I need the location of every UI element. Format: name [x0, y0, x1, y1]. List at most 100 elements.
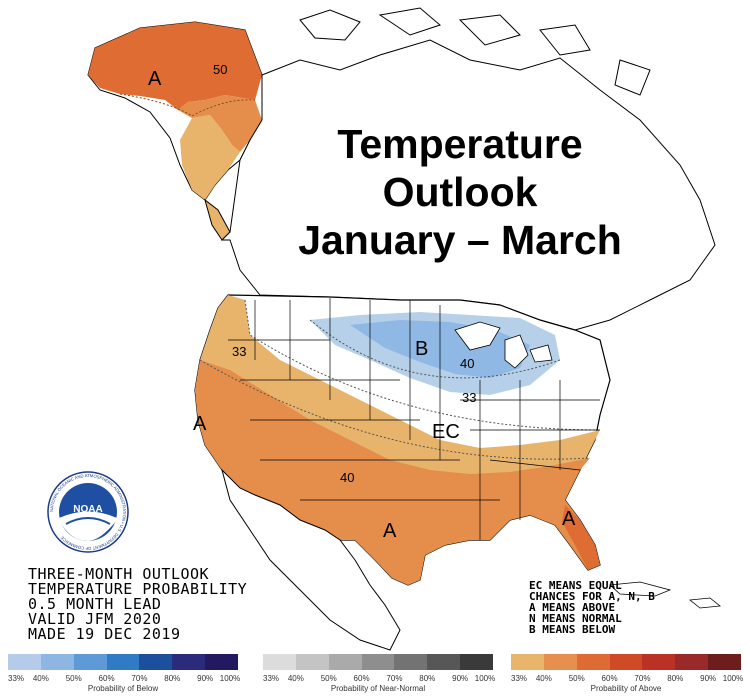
noaa-logo-text: NOAA [73, 504, 102, 515]
mexico-outline [221, 468, 401, 651]
legend-swatch [609, 654, 643, 670]
alaska-above-33 [180, 115, 240, 200]
contour-33-above [244, 299, 601, 431]
legend-title: Probability of Below [87, 684, 159, 693]
legend-tick-label: 100% [219, 674, 241, 683]
legend-tick-label: 40% [535, 674, 552, 683]
title-line: January – March [298, 217, 622, 263]
legend-tick-label: 70% [386, 674, 403, 683]
note-line: EC MEANS EQUAL [529, 579, 622, 592]
label-alaska-a: A [148, 68, 162, 90]
info-line: THREE-MONTH OUTLOOK [28, 565, 210, 583]
alaska [87, 21, 263, 241]
legend-tick-label: 80% [419, 674, 436, 683]
label-ec: EC [432, 421, 460, 443]
legend-tick-label: 50% [568, 674, 585, 683]
legend-swatches [511, 654, 741, 670]
legend-swatch [106, 654, 140, 670]
map-labels: A 50 33 A 40 A A B 40 33 EC [148, 62, 576, 542]
legend-ticks: 33% 40% 50% 60% 70% 80% 90% 100% [510, 670, 743, 684]
canada-islands [299, 7, 651, 96]
label-b-40: 40 [460, 356, 474, 371]
legend-ticks: 33% 40% 50% 60% 70% 80% 90% 100% [262, 670, 496, 684]
legend-tick-label: 60% [353, 674, 370, 683]
legend-swatch [361, 654, 395, 670]
legend-swatch [394, 654, 428, 670]
legend-swatch [172, 654, 206, 670]
map-title: Temperature Outlook January – March [240, 120, 680, 264]
us-above-40 [195, 360, 600, 585]
canada [220, 7, 716, 331]
legend-above: 33% 40% 50% 60% 70% 80% 90% 100% Probability of … [510, 654, 743, 699]
legend-swatch [295, 654, 329, 670]
note-line: N MEANS NORMAL [529, 612, 622, 625]
legend-tick-label: 40% [287, 674, 304, 683]
label-west-a: A [193, 413, 207, 435]
legend-below: 33% 40% 50% 60% 70% 80% 90% 100% Probability of … [7, 654, 241, 699]
contiguous-us [194, 294, 611, 586]
contour-33-below [309, 319, 561, 379]
legend-swatch [263, 654, 296, 670]
legend-tick-label: 80% [667, 674, 684, 683]
label-b: B [415, 338, 428, 360]
legend-title: Probability of Near-Normal [330, 684, 426, 693]
legend-tick-label: 100% [474, 674, 496, 683]
contour-40-above [199, 359, 591, 460]
info-line: VALID JFM 2020 [28, 610, 162, 628]
legend-swatch [328, 654, 362, 670]
alaska-above-40 [178, 95, 262, 152]
legend-swatches [263, 654, 493, 670]
legend-tick-label: 50% [320, 674, 337, 683]
label-alaska-50: 50 [213, 62, 227, 77]
note-line: B MEANS BELOW [529, 623, 616, 636]
label-b-33: 33 [462, 390, 476, 405]
label-southwest-40: 40 [340, 470, 354, 485]
note-line: A MEANS ABOVE [529, 601, 616, 614]
caribbean [609, 581, 722, 609]
legend-tick-label: 70% [634, 674, 651, 683]
legend-swatches [8, 654, 238, 670]
legend-swatch [139, 654, 173, 670]
legend-tick-label: 80% [164, 674, 181, 683]
legend-normal: 33% 40% 50% 60% 70% 80% 90% 100% Probability of … [262, 654, 496, 699]
legend-tick-label: 50% [65, 674, 82, 683]
mexico [221, 468, 401, 651]
legend-swatch [543, 654, 577, 670]
info-line: MADE 19 DEC 2019 [28, 625, 181, 643]
legend-title: Probability of Above [590, 684, 662, 693]
legend-tick-label: 90% [452, 674, 469, 683]
legend-notes: EC MEANS EQUAL CHANCES FOR A, N, B A MEA… [529, 580, 655, 635]
legend-tick-label: 33% [262, 674, 280, 683]
legend-ticks: 33% 40% 50% 60% 70% 80% 90% 100% [7, 670, 241, 684]
info-line: TEMPERATURE PROBABILITY [28, 580, 248, 598]
legend-swatch [675, 654, 709, 670]
legend-tick-label: 60% [601, 674, 618, 683]
alaska-above-50 [88, 22, 262, 110]
florida-above-50 [562, 505, 600, 570]
legend-swatch [8, 654, 41, 670]
legend-swatch [460, 654, 493, 670]
legend-tick-label: 33% [7, 674, 25, 683]
legend-swatch [576, 654, 610, 670]
legend-tick-label: 33% [510, 674, 528, 683]
legend-swatch [427, 654, 461, 670]
legend-tick-label: 60% [98, 674, 115, 683]
legend-tick-label: 90% [197, 674, 214, 683]
legend-tick-label: 40% [32, 674, 49, 683]
legend-swatch [40, 654, 74, 670]
outlook-info: THREE-MONTH OUTLOOK TEMPERATURE PROBABIL… [28, 567, 247, 642]
alaska-panhandle [204, 198, 231, 241]
legend-swatch [642, 654, 676, 670]
noaa-logo: NOAA NATIONAL OCEANIC AND ATMOSPHERIC AD… [47, 471, 129, 553]
title-line: Temperature [337, 121, 583, 167]
great-lakes [454, 321, 553, 369]
label-south-a: A [383, 520, 397, 542]
title-line: Outlook [382, 169, 538, 215]
info-line: 0.5 MONTH LEAD [28, 595, 162, 613]
legend-tick-label: 90% [700, 674, 717, 683]
note-line: CHANCES FOR A, N, B [529, 590, 655, 603]
legend-swatch [708, 654, 741, 670]
legend-swatch [205, 654, 238, 670]
legend-swatch [73, 654, 107, 670]
